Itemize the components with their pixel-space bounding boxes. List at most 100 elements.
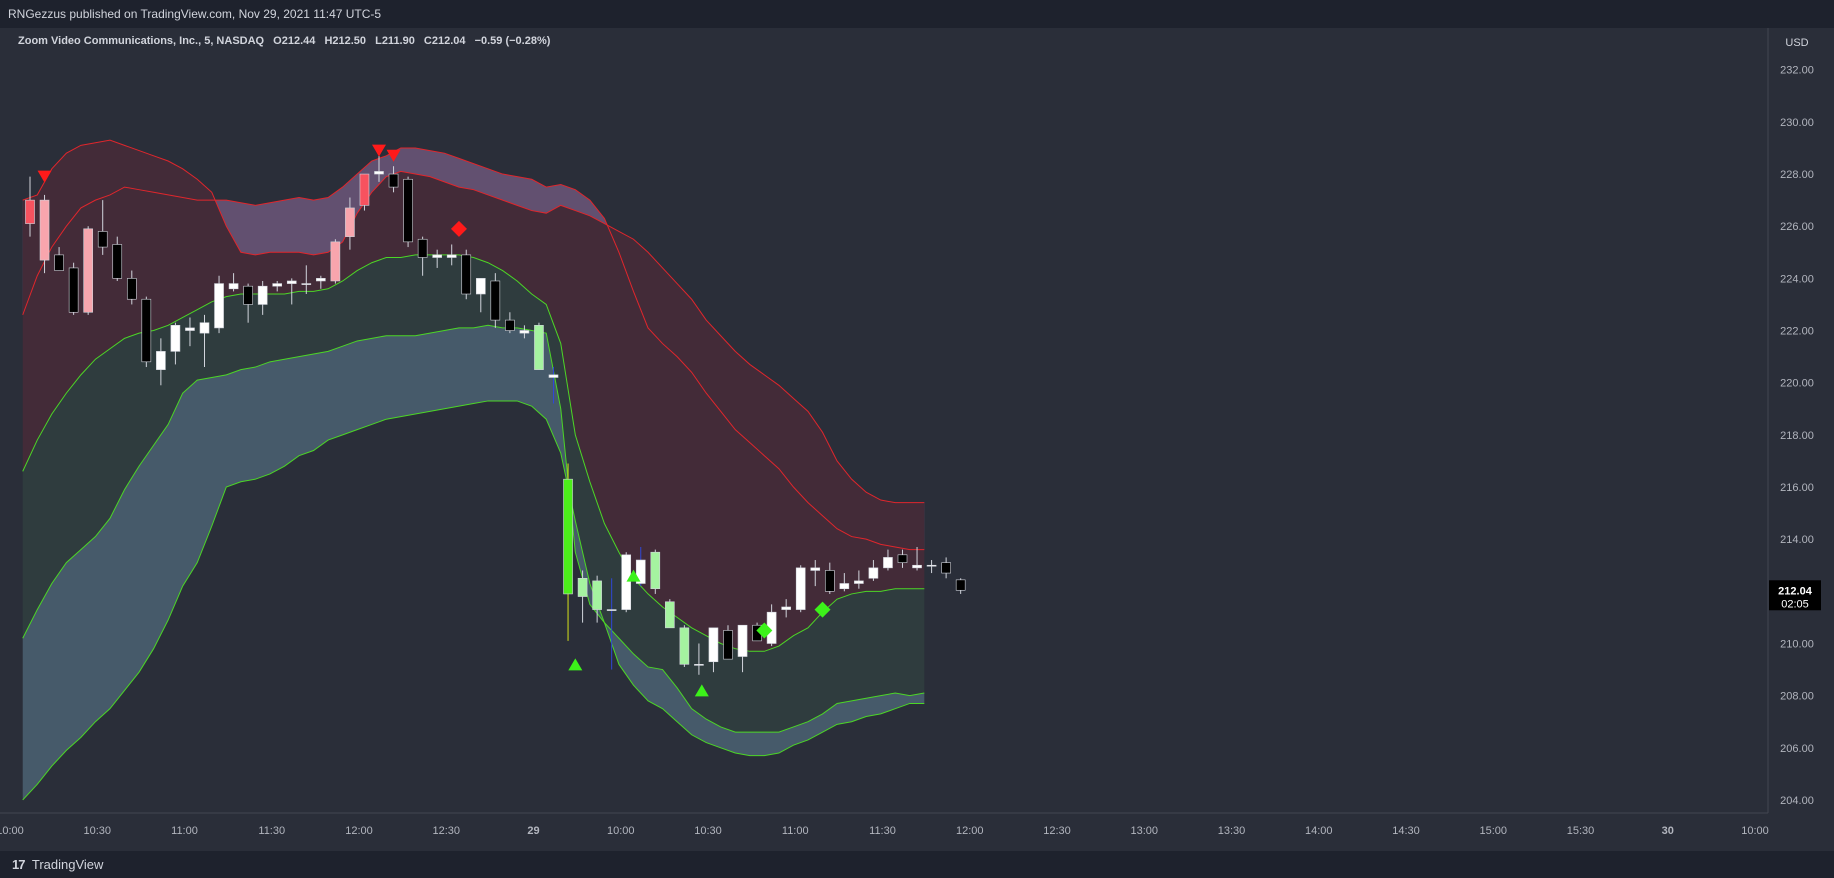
time-tick-label: 10:00	[0, 825, 24, 837]
ohlc-change: −0.59 (−0.28%)	[474, 35, 551, 47]
upper-mid-fill	[22, 140, 925, 652]
lower-band-fill	[22, 325, 925, 800]
candle-body	[112, 244, 123, 279]
candle-body	[403, 178, 413, 243]
lower-outer-line	[22, 400, 925, 801]
candle	[330, 239, 341, 284]
candle-body	[708, 627, 719, 663]
candle	[854, 570, 864, 589]
mid-line	[22, 254, 925, 652]
candle-body	[868, 567, 879, 579]
candle-body	[490, 280, 501, 321]
candle-body	[592, 580, 602, 610]
time-tick-label: 13:00	[1130, 825, 1158, 837]
lower-inner-line	[22, 324, 925, 733]
candle	[141, 296, 152, 368]
candle	[912, 546, 922, 571]
candle-body	[39, 199, 50, 261]
price-tick-label: 206.00	[1780, 743, 1814, 755]
candle	[868, 560, 879, 581]
tradingview-brand[interactable]: 17 TradingView	[12, 857, 103, 872]
candle-body	[548, 374, 559, 378]
candle	[941, 557, 951, 579]
time-tick-label: 12:30	[1043, 825, 1071, 837]
candle	[635, 546, 646, 587]
price-tick-label: 214.00	[1780, 534, 1814, 546]
brand-bar: 17 TradingView	[0, 851, 1834, 878]
time-tick-label: 11:00	[782, 825, 809, 837]
candle	[708, 627, 719, 673]
candle	[621, 552, 632, 613]
price-axis[interactable]	[1768, 28, 1834, 813]
candle	[490, 273, 501, 328]
publisher-text: RNGezzus published on TradingView.com, N…	[8, 7, 382, 21]
price-tick-label: 226.00	[1780, 221, 1814, 233]
last-price-value: 212.04	[1778, 585, 1813, 597]
candle	[694, 643, 704, 675]
ohlc-close: C212.04	[423, 35, 466, 47]
price-tick-label: 208.00	[1780, 691, 1814, 703]
signal-layer	[37, 144, 831, 697]
candle	[519, 325, 530, 339]
price-chart[interactable]: USD 232.00 230.00 228.00 226.00 224.00 222.00…	[0, 28, 1834, 851]
candle-body	[417, 238, 428, 258]
candle-body	[912, 564, 922, 569]
time-tick-label: 11:30	[869, 825, 896, 837]
upper-outer-line	[22, 139, 925, 504]
candle-body	[272, 283, 283, 287]
candle-body	[795, 567, 806, 610]
signal-triangle-down-icon	[372, 144, 386, 157]
candle-body	[257, 285, 268, 305]
signal-triangle-down-icon	[386, 149, 401, 162]
last-price-countdown: 02:05	[1781, 598, 1809, 610]
signal-triangle-down-icon	[37, 170, 52, 183]
candle	[795, 565, 806, 613]
candle-body	[228, 283, 239, 290]
candle-body	[519, 330, 530, 334]
candle-body	[824, 570, 835, 592]
candle	[54, 247, 64, 271]
candle	[257, 280, 268, 315]
candle-body	[883, 557, 893, 569]
price-tick-label: 228.00	[1780, 169, 1814, 181]
price-ticks: 232.00 230.00 228.00 226.00 224.00 222.00 220.…	[1780, 65, 1814, 807]
time-tick-label: 11:30	[258, 825, 285, 837]
candle-body	[388, 173, 399, 188]
candle	[112, 236, 123, 281]
candle	[228, 273, 239, 292]
time-tick-label: 29	[527, 825, 539, 837]
candle-body	[577, 577, 588, 597]
candle-body	[286, 280, 297, 284]
candle	[606, 578, 617, 670]
time-tick-label: 30	[1662, 825, 1674, 837]
candle-body	[854, 580, 864, 584]
ohlc-high: H212.50	[324, 35, 367, 47]
price-tick-label: 210.00	[1780, 638, 1814, 650]
candle	[170, 322, 181, 365]
candle-body	[170, 325, 181, 352]
time-tick-label: 14:30	[1392, 825, 1420, 837]
candle	[810, 560, 821, 587]
candle-body	[316, 278, 326, 282]
candle	[272, 280, 283, 292]
time-tick-label: 10:30	[694, 825, 722, 837]
candle	[214, 275, 224, 334]
candle	[403, 176, 413, 248]
time-tick-label: 12:00	[345, 825, 373, 837]
candle	[665, 599, 675, 629]
candle-body	[694, 664, 704, 666]
time-tick-label: 10:00	[607, 825, 635, 837]
candle-body	[926, 564, 937, 567]
candle	[563, 463, 573, 641]
candle-body	[475, 278, 486, 295]
candle	[897, 549, 908, 568]
chart-area[interactable]: USD 232.00 230.00 228.00 226.00 224.00 222.00…	[0, 28, 1834, 851]
lower-mid-fill	[22, 254, 925, 733]
symbol-legend[interactable]: Zoom Video Communications, Inc., 5, NASD…	[18, 35, 556, 47]
band-layer	[22, 139, 925, 801]
candle-body	[97, 231, 108, 248]
candle	[781, 599, 791, 618]
symbol-name[interactable]: Zoom Video Communications, Inc., 5, NASD…	[18, 35, 265, 47]
candle	[68, 262, 79, 315]
